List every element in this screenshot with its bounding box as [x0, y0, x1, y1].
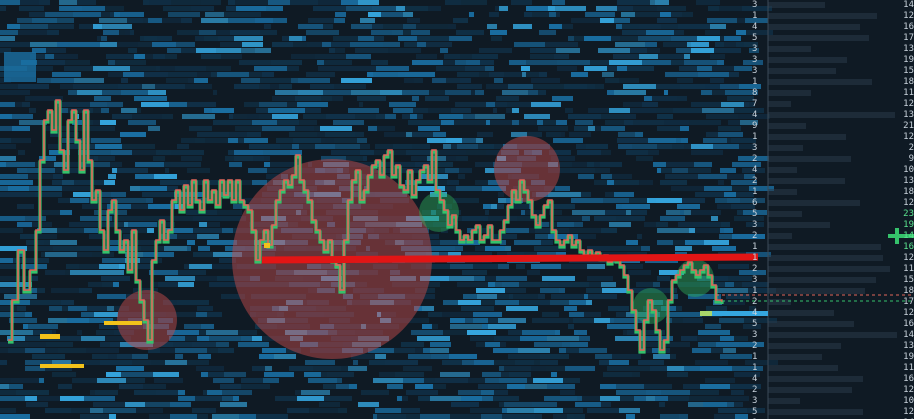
ladder-cell: 1	[752, 253, 758, 263]
ladder-cell: 5	[752, 33, 758, 43]
ladder-cell: 12	[903, 11, 914, 21]
ladder-cell: 1	[752, 363, 758, 373]
ladder-cell: 1	[752, 242, 758, 252]
ladder-cell: 2	[908, 143, 914, 153]
upper-seller-bubble	[494, 136, 560, 202]
ladder-cell: 14	[903, 330, 914, 340]
ladder-cell: 3	[752, 0, 758, 10]
ladder-cell: 12	[903, 132, 914, 142]
ladder-cell: 12	[903, 407, 914, 417]
ladder-cell: 13	[903, 176, 914, 186]
resting-orders	[40, 243, 768, 368]
ladder-cell: 19	[903, 220, 914, 230]
ladder-cell: 3	[752, 44, 758, 54]
ladder-cell: 1	[752, 132, 758, 142]
ladder-cell: 15	[903, 66, 914, 76]
ladder-cell: 11	[903, 88, 914, 98]
ladder-cell: 4	[752, 22, 758, 32]
ladder-cell: 3	[752, 220, 758, 230]
ladder-cell: 12	[903, 198, 914, 208]
ladder-cell: 16	[903, 319, 914, 329]
ladder-cell: 6	[752, 198, 758, 208]
ladder-cell: 12	[903, 99, 914, 109]
ladder-cell: 18	[903, 187, 914, 197]
ladder-cell: 15	[903, 275, 914, 285]
ladder-cell: 2	[752, 176, 758, 186]
ladder-cell: 2	[752, 264, 758, 274]
ladder-cell: 9	[908, 154, 914, 164]
ladder-cell: 3	[752, 143, 758, 153]
support-level-line	[261, 253, 759, 264]
ladder-cell: 13	[903, 341, 914, 351]
ladder-cell: 3	[752, 396, 758, 406]
ladder-cell: 5	[752, 319, 758, 329]
ladder-cell: 2	[752, 297, 758, 307]
ladder-cell: 13	[903, 110, 914, 120]
ladder-cell: 1	[752, 11, 758, 21]
ladder-cell: 19	[903, 55, 914, 65]
ladder-cell: 3	[752, 55, 758, 65]
ladder-cell: 3	[752, 275, 758, 285]
ladder-cell: 7	[752, 99, 758, 109]
ladder-cell: 14	[903, 231, 914, 241]
ladder-cell: 3	[752, 66, 758, 76]
ladder-cell: 9	[752, 121, 758, 131]
ladder-cell: 18	[903, 286, 914, 296]
ladder-cell: 1	[752, 187, 758, 197]
ladder-cell: 1	[752, 77, 758, 87]
ladder-cell: 17	[903, 297, 914, 307]
ladder-cell: 2	[752, 231, 758, 241]
ladder-cell: 12	[903, 385, 914, 395]
chart-overlay	[261, 228, 914, 302]
ladder-cell: 1	[752, 286, 758, 296]
ladder-cell: 16	[903, 22, 914, 32]
ladder-cell: 5	[752, 407, 758, 417]
ladder-cell: 17	[903, 33, 914, 43]
ladder-cell: 16	[903, 374, 914, 384]
ladder-cell: 2	[752, 385, 758, 395]
ladder-cell: 3	[752, 330, 758, 340]
ladder-cell: 4	[752, 165, 758, 175]
ladder-cell: 4	[752, 110, 758, 120]
ladder-cell: 8	[752, 88, 758, 98]
ladder-cell: 5	[752, 209, 758, 219]
ladder-cell: 18	[903, 77, 914, 87]
ladder-cell: 23	[903, 209, 914, 219]
ladder-cell: 4	[752, 374, 758, 384]
ladder-cell: 2	[752, 341, 758, 351]
ladder-cell: 12	[903, 308, 914, 318]
ladder-cell: 1	[752, 352, 758, 362]
ladder-cell: 14	[903, 0, 914, 10]
ladder-cell: 21	[903, 121, 914, 131]
ladder-cell: 10	[903, 396, 914, 406]
ladder-cell: 19	[903, 352, 914, 362]
ladder-cell: 4	[752, 308, 758, 318]
ladder-cell: 12	[903, 253, 914, 263]
ladder-cell: 16	[903, 242, 914, 252]
ladder-cell: 11	[903, 363, 914, 373]
ladder-cell: 11	[903, 264, 914, 274]
ladder-cell: 10	[903, 165, 914, 175]
price-ladder-right: 14 12 16 17 13 19 15 18 11 12 13 21 12 2 9 10 13 18 12 23 19…	[898, 0, 914, 419]
ladder-cell: 2	[752, 154, 758, 164]
ladder-cell: 13	[903, 44, 914, 54]
